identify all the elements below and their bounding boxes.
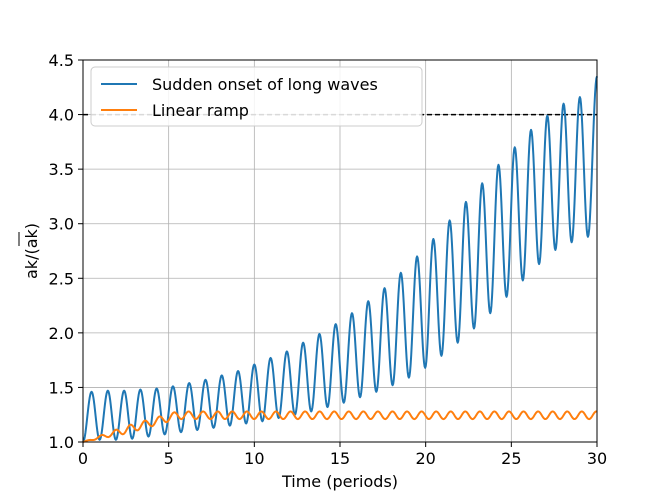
- x-tick-label: 25: [501, 449, 521, 468]
- legend: Sudden onset of long waves Linear ramp: [90, 66, 423, 127]
- x-axis-label: Time (periods): [281, 472, 398, 491]
- x-tick-label: 30: [587, 449, 607, 468]
- legend-box: [90, 66, 423, 127]
- series-line-sudden-onset: [82, 76, 598, 443]
- x-tick-label: 10: [244, 449, 264, 468]
- y-tick-label: 2.0: [49, 324, 74, 343]
- y-tick-label: 2.5: [49, 269, 74, 288]
- legend-label-sudden-onset: Sudden onset of long waves: [152, 75, 378, 94]
- y-tick-label: 4.0: [49, 106, 74, 125]
- x-tick-label: 5: [164, 449, 174, 468]
- y-tick-label: 1.5: [49, 378, 74, 397]
- x-tick-label: 15: [330, 449, 350, 468]
- y-tick-label: 3.0: [49, 215, 74, 234]
- x-tick-label: 20: [415, 449, 435, 468]
- x-tick-label: 0: [78, 449, 88, 468]
- series-line-linear-ramp: [82, 410, 598, 443]
- y-tick-label: 1.0: [49, 433, 74, 452]
- series-layer: [82, 76, 598, 443]
- y-tick-label: 3.5: [49, 160, 74, 179]
- ticks-layer: 0 5 10 15 20 25 30 1.0 1.5 2.0 2.5 3.0 3.5 4.0 4.5: [49, 51, 608, 468]
- y-axis-label: ak/(ak): [22, 223, 41, 279]
- legend-label-linear-ramp: Linear ramp: [152, 101, 249, 120]
- y-tick-label: 4.5: [49, 51, 74, 70]
